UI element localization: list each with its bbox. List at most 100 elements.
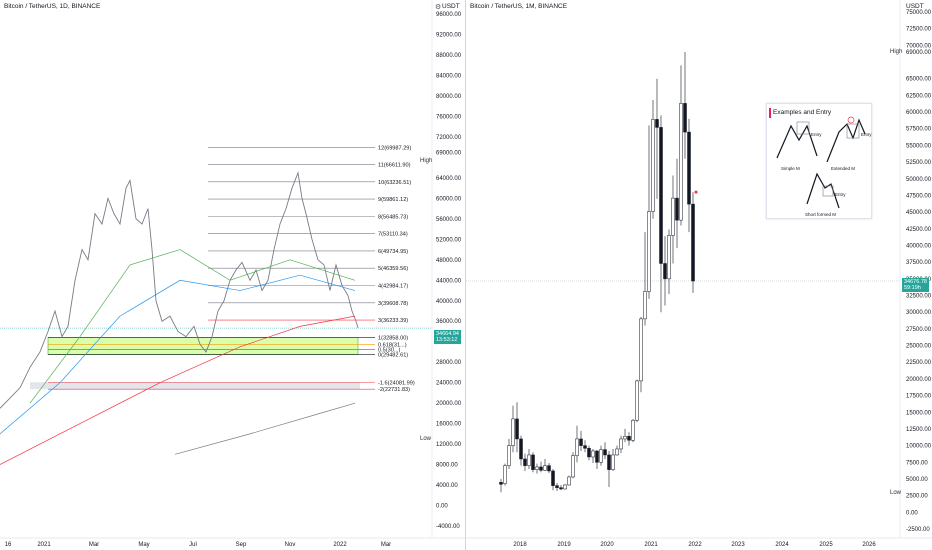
ma-green [29,249,356,404]
examples-diagram: Entry Simple M Entry Extended M Entry Sh… [776,116,872,217]
candle-body [511,418,515,446]
left-y-tick-label: 64000.00 [436,176,462,182]
extended-m-label: Extended M [831,166,855,171]
fib-level-label: 11(66611.90) [378,163,411,169]
right-y-tick-label: 50000.00 [906,177,932,183]
lower-zone [30,382,360,390]
right-y-tick-label: 17500.00 [906,394,932,400]
right-y-tick-label: 12500.00 [906,427,932,433]
right-y-tick-label: 45000.00 [906,210,932,216]
candle-body [503,465,507,484]
right-y-tick-label: 2500.00 [906,494,928,500]
candle-body [651,119,655,212]
right-x-tick-label: 2023 [731,542,745,548]
left-y-tick-label: 8000.00 [436,463,458,469]
candle-body [535,466,539,470]
fib-level-label: 0.618(31...) [378,342,407,348]
left-y-tick-label: 48000.00 [436,258,462,264]
fib-level-label: 4(42984.17) [378,283,408,289]
left-chart-title: Bitcoin / TetherUS, 1D, BINANCE [4,3,101,10]
examples-accent-bar [769,108,771,118]
fib-level-label: 10(63236.51) [378,180,411,186]
candle-body [687,131,691,205]
right-last-price: 34676.78 [904,279,927,285]
left-y-tick-label: 12000.00 [436,442,462,448]
candle-body [531,454,535,470]
right-x-tick-label: 2018 [513,542,527,548]
right-y-tick-label: 7500.00 [906,460,928,466]
left-last-price: 34664.94 [436,331,459,337]
fib-level-label: 0.5(30...) [378,347,401,353]
left-y-tick-label: -4000.00 [436,524,460,530]
right-chart-pane[interactable]: Bitcoin / TetherUS, 1M, BINANCE USDT 750… [466,0,932,550]
candle-body [615,448,619,456]
fib-level-label: 1(32858.00) [378,335,408,341]
candle-body [575,438,579,456]
left-high-label: High [420,158,433,164]
left-x-tick-label: Sep [236,542,247,548]
candle-body [623,436,627,440]
right-y-tick-label: 40000.00 [906,243,932,249]
fib-level-label: -1.6(24081.99) [378,380,415,386]
candle-body [683,103,687,133]
left-y-tick-label: 40000.00 [436,299,462,305]
fib-level-label: 6(49734.95) [378,249,408,255]
candle-body [595,450,599,463]
left-y-tick-label: 36000.00 [436,319,462,325]
fib-level-label: 3(39608.78) [378,301,408,307]
left-price-series [0,171,359,409]
left-y-tick-label: 84000.00 [436,74,462,80]
left-low-label: Low [420,436,432,442]
left-chart-pane[interactable]: Bitcoin / TetherUS, 1D, BINANCE USDT ⚙ 9… [0,0,466,550]
right-y-tick-label: 32500.00 [906,294,932,300]
candle-body [547,465,551,472]
candle-body [507,445,511,466]
right-y-tick-label: 20000.00 [906,377,932,383]
right-low-label: Low [890,490,902,496]
candle-body [639,318,643,382]
left-y-tick-label: 69000.00 [436,150,462,156]
left-y-tick-label: 16000.00 [436,422,462,428]
right-y-tick-label: 65000.00 [906,77,932,83]
right-y-tick-label: 70000.00 [906,43,932,49]
right-x-tick-label: 2021 [644,542,658,548]
right-x-tick-label: 2019 [557,542,571,548]
simple-m-label: Simple M [781,166,800,171]
right-y-tick-label: -2500.00 [906,527,930,533]
left-x-tick-label: 2022 [333,542,347,548]
candle-body [635,380,639,421]
settings-gear-icon[interactable]: ⚙ [435,4,442,11]
candle-body [571,455,575,478]
right-y-tick-label: 37500.00 [906,260,932,266]
left-x-tick-label: Nov [285,542,296,548]
right-chart-title: Bitcoin / TetherUS, 1M, BINANCE [470,3,568,10]
entry-label-3: Entry [835,192,846,197]
right-y-tick-label: 15000.00 [906,410,932,416]
fib-level-label: 12(69987.29) [378,145,411,151]
candle-body [679,103,683,221]
left-chart-svg[interactable]: 96000.00 92000.00 88000.00 84000.00 80000.00… [0,0,466,550]
left-y-tick-label: 72000.00 [436,135,462,141]
right-y-tick-label: 42500.00 [906,227,932,233]
right-y-tick-label: 60000.00 [906,110,932,116]
ma-red [0,315,356,465]
candle-body [527,454,531,466]
right-high-label: High [890,49,903,55]
left-y-tick-label: 76000.00 [436,114,462,120]
candle-body [539,466,543,471]
candle-body [499,482,503,485]
ma-grey [174,402,356,455]
candle-body [555,485,559,488]
support-zone [47,337,359,355]
candle-body [607,454,611,470]
candle-body [663,263,667,280]
left-y-tick-label: 0.00 [436,504,448,510]
right-y-tick-label: 57500.00 [906,127,932,133]
right-y-tick-label: 47500.00 [906,193,932,199]
right-last-price-tag: 34676.78 59:19h [902,278,929,292]
candle-body [563,484,567,490]
right-x-tick-label: 2020 [600,542,614,548]
fib-level-label: 9(59861.12) [378,197,408,203]
candle-body [599,449,603,463]
